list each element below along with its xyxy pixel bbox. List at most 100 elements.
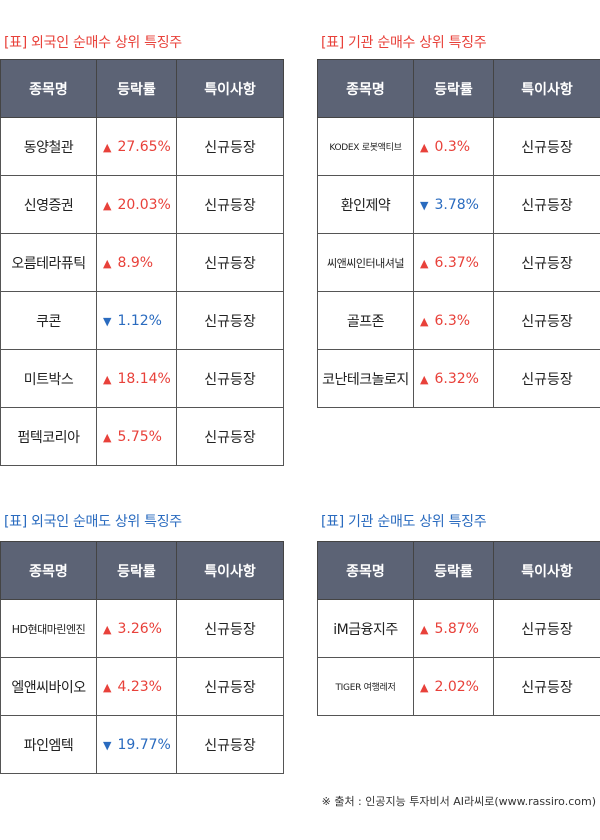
change-value: 0.3% bbox=[434, 138, 471, 155]
change-value: 18.14% bbox=[117, 370, 171, 387]
change-value: 20.03% bbox=[117, 196, 171, 213]
note-cell: 신규등장 bbox=[493, 349, 600, 408]
header-row: 종목명 등락률 특이사항 bbox=[317, 59, 600, 118]
source-footer: ※ 출처 : 인공지능 투자비서 AI라씨로(www.rassiro.com) bbox=[321, 795, 596, 808]
note-cell: 신규등장 bbox=[176, 233, 284, 292]
change-value: 27.65% bbox=[117, 138, 171, 155]
header-row: 종목명 등락률 특이사항 bbox=[0, 59, 284, 118]
table-row: 파인엠텍 ▼ 19.77% 신규등장 bbox=[0, 715, 284, 774]
note-cell: 신규등장 bbox=[176, 407, 284, 466]
change-cell: ▲ 5.87% bbox=[413, 599, 494, 658]
down-arrow-icon: ▼ bbox=[103, 314, 112, 328]
table-row: iM금융지주 ▲ 5.87% 신규등장 bbox=[317, 599, 600, 658]
stock-name: 파인엠텍 bbox=[0, 715, 97, 774]
stock-name: 미트박스 bbox=[0, 349, 97, 408]
header-name: 종목명 bbox=[317, 59, 414, 118]
header-note: 특이사항 bbox=[493, 59, 600, 118]
stock-name: 골프존 bbox=[317, 291, 414, 350]
change-cell: ▲ 20.03% bbox=[96, 175, 177, 234]
note-cell: 신규등장 bbox=[176, 599, 284, 658]
change-value: 2.02% bbox=[434, 678, 479, 695]
header-change: 등락률 bbox=[413, 59, 494, 118]
header-name: 종목명 bbox=[317, 541, 414, 600]
note-cell: 신규등장 bbox=[176, 349, 284, 408]
inst-sell-table: 종목명 등락률 특이사항 iM금융지주 ▲ 5.87% 신규등장 TIGER 여행레저 ▲… bbox=[317, 541, 600, 716]
change-value: 6.37% bbox=[434, 254, 479, 271]
header-note: 특이사항 bbox=[493, 541, 600, 600]
header-note: 특이사항 bbox=[176, 59, 284, 118]
change-cell: ▲ 6.37% bbox=[413, 233, 494, 292]
change-value: 3.26% bbox=[117, 620, 162, 637]
table-row: 엘앤씨바이오 ▲ 4.23% 신규등장 bbox=[0, 657, 284, 716]
stock-name: 코난테크놀로지 bbox=[317, 349, 414, 408]
header-name: 종목명 bbox=[0, 59, 97, 118]
up-arrow-icon: ▲ bbox=[103, 372, 112, 386]
up-arrow-icon: ▲ bbox=[420, 680, 429, 694]
stock-name: 환인제약 bbox=[317, 175, 414, 234]
stock-name: 펌텍코리아 bbox=[0, 407, 97, 466]
table-row: TIGER 여행레저 ▲ 2.02% 신규등장 bbox=[317, 657, 600, 716]
table-row: 쿠콘 ▼ 1.12% 신규등장 bbox=[0, 291, 284, 350]
inst-buy-table: 종목명 등락률 특이사항 KODEX 로봇액티브 ▲ 0.3% 신규등장 환인제약 ▼ 3.… bbox=[317, 59, 600, 408]
change-cell: ▼ 3.78% bbox=[413, 175, 494, 234]
up-arrow-icon: ▲ bbox=[103, 430, 112, 444]
header-row: 종목명 등락률 특이사항 bbox=[317, 541, 600, 600]
stock-name: 쿠콘 bbox=[0, 291, 97, 350]
stock-name: 신영증권 bbox=[0, 175, 97, 234]
up-arrow-icon: ▲ bbox=[420, 372, 429, 386]
change-cell: ▲ 4.23% bbox=[96, 657, 177, 716]
stock-name: 오름테라퓨틱 bbox=[0, 233, 97, 292]
table-row: 환인제약 ▼ 3.78% 신규등장 bbox=[317, 175, 600, 234]
note-cell: 신규등장 bbox=[493, 657, 600, 716]
stock-name: HD현대마린엔진 bbox=[0, 599, 97, 658]
stock-name: TIGER 여행레저 bbox=[317, 657, 414, 716]
change-cell: ▲ 2.02% bbox=[413, 657, 494, 716]
header-name: 종목명 bbox=[0, 541, 97, 600]
note-cell: 신규등장 bbox=[176, 291, 284, 350]
header-note: 특이사항 bbox=[176, 541, 284, 600]
change-cell: ▲ 3.26% bbox=[96, 599, 177, 658]
change-value: 6.32% bbox=[434, 370, 479, 387]
up-arrow-icon: ▲ bbox=[103, 198, 112, 212]
header-change: 등락률 bbox=[96, 541, 177, 600]
foreign-buy-title: [표] 외국인 순매수 상위 특징주 bbox=[4, 35, 182, 51]
down-arrow-icon: ▼ bbox=[420, 198, 429, 212]
note-cell: 신규등장 bbox=[176, 175, 284, 234]
down-arrow-icon: ▼ bbox=[103, 738, 112, 752]
change-value: 5.75% bbox=[117, 428, 162, 445]
change-value: 6.3% bbox=[434, 312, 471, 329]
change-cell: ▼ 1.12% bbox=[96, 291, 177, 350]
table-row: 씨앤씨인터내셔널 ▲ 6.37% 신규등장 bbox=[317, 233, 600, 292]
table-row: 펌텍코리아 ▲ 5.75% 신규등장 bbox=[0, 407, 284, 466]
note-cell: 신규등장 bbox=[176, 715, 284, 774]
table-row: 미트박스 ▲ 18.14% 신규등장 bbox=[0, 349, 284, 408]
up-arrow-icon: ▲ bbox=[420, 314, 429, 328]
foreign-sell-table: 종목명 등락률 특이사항 HD현대마린엔진 ▲ 3.26% 신규등장 엘앤씨바이오 ▲ 4.… bbox=[0, 541, 284, 774]
header-row: 종목명 등락률 특이사항 bbox=[0, 541, 284, 600]
table-row: 신영증권 ▲ 20.03% 신규등장 bbox=[0, 175, 284, 234]
note-cell: 신규등장 bbox=[176, 117, 284, 176]
stock-name: 씨앤씨인터내셔널 bbox=[317, 233, 414, 292]
inst-buy-title: [표] 기관 순매수 상위 특징주 bbox=[321, 35, 487, 51]
table-row: 동양철관 ▲ 27.65% 신규등장 bbox=[0, 117, 284, 176]
change-value: 5.87% bbox=[434, 620, 479, 637]
note-cell: 신규등장 bbox=[493, 233, 600, 292]
foreign-buy-table: 종목명 등락률 특이사항 동양철관 ▲ 27.65% 신규등장 신영증권 ▲ 20.03% 신… bbox=[0, 59, 284, 466]
change-cell: ▲ 6.32% bbox=[413, 349, 494, 408]
note-cell: 신규등장 bbox=[493, 599, 600, 658]
up-arrow-icon: ▲ bbox=[103, 256, 112, 270]
change-value: 4.23% bbox=[117, 678, 162, 695]
foreign-sell-title: [표] 외국인 순매도 상위 특징주 bbox=[4, 514, 182, 530]
stock-name: KODEX 로봇액티브 bbox=[317, 117, 414, 176]
stock-name: 엘앤씨바이오 bbox=[0, 657, 97, 716]
table-row: KODEX 로봇액티브 ▲ 0.3% 신규등장 bbox=[317, 117, 600, 176]
change-value: 19.77% bbox=[117, 736, 171, 753]
up-arrow-icon: ▲ bbox=[420, 140, 429, 154]
table-row: 오름테라퓨틱 ▲ 8.9% 신규등장 bbox=[0, 233, 284, 292]
up-arrow-icon: ▲ bbox=[103, 140, 112, 154]
change-cell: ▲ 5.75% bbox=[96, 407, 177, 466]
up-arrow-icon: ▲ bbox=[420, 256, 429, 270]
note-cell: 신규등장 bbox=[493, 291, 600, 350]
note-cell: 신규등장 bbox=[493, 117, 600, 176]
table-row: 코난테크놀로지 ▲ 6.32% 신규등장 bbox=[317, 349, 600, 408]
